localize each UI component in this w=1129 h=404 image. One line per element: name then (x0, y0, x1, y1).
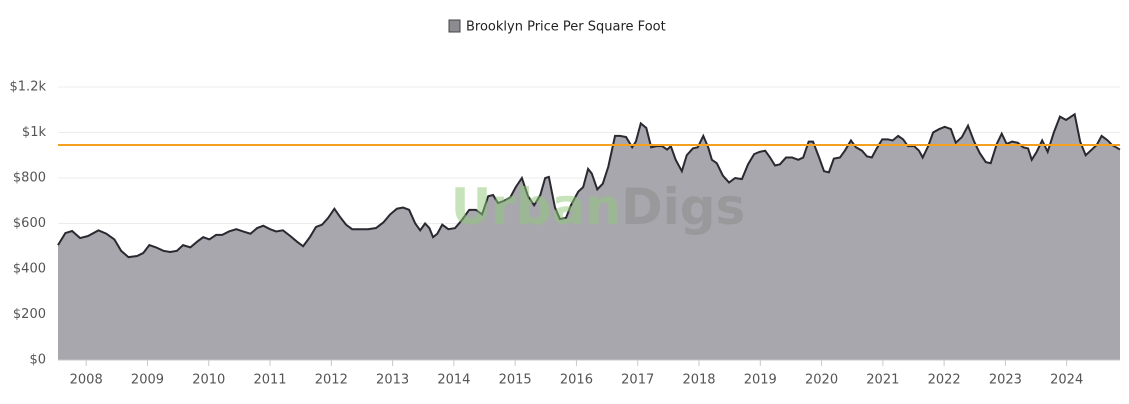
x-tick-label: 2010 (192, 373, 225, 388)
x-tick-label: 2014 (437, 373, 470, 388)
line (57, 112, 1121, 259)
watermark-first: Urban (451, 178, 621, 236)
x-tick-label: 2022 (928, 373, 961, 388)
x-tick-label: 2016 (560, 373, 593, 388)
y-tick-label: $1k (22, 125, 47, 140)
x-tick-label: 2015 (499, 373, 532, 388)
y-tick-label: $0 (29, 353, 46, 368)
watermark-second: Digs (621, 178, 745, 236)
x-tick-label: 2018 (682, 373, 715, 388)
x-tick-label: 2012 (315, 373, 348, 388)
x-tick-label: 2020 (805, 373, 838, 388)
x-tick-label: 2024 (1050, 373, 1083, 388)
watermark: UrbanDigs (451, 178, 746, 236)
x-tick-label: 2021 (866, 373, 899, 388)
legend-label[interactable]: Brooklyn Price Per Square Foot (466, 20, 666, 35)
x-tick-label: 2013 (376, 373, 409, 388)
x-tick-label: 2019 (744, 373, 777, 388)
area (58, 114, 1120, 360)
x-tick-label: 2009 (131, 373, 164, 388)
x-tick-label: 2017 (621, 373, 654, 388)
x-tick-label: 2008 (70, 373, 103, 388)
y-tick-label: $600 (13, 216, 46, 231)
y-tick-label: $800 (13, 171, 46, 186)
x-tick-label: 2011 (253, 373, 286, 388)
legend-swatch (448, 19, 461, 33)
x-tick-label: 2023 (989, 373, 1022, 388)
y-tick-label: $200 (13, 307, 46, 322)
y-tick-label: $400 (13, 262, 46, 277)
y-tick-label: $1.2k (10, 80, 47, 95)
plot: $0 $200 $400 $600 $800 $1k $1.2k 2008 2009 2010 20… (10, 80, 1121, 388)
